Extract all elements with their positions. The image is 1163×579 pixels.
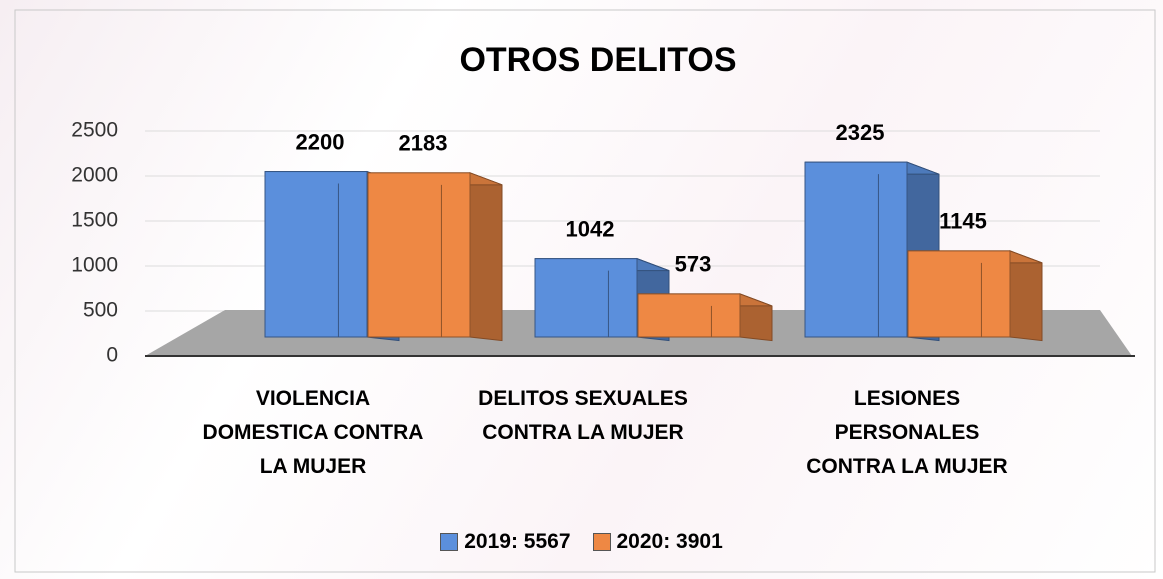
y-tick-label: 0 <box>106 344 118 367</box>
x-tick-label: VIOLENCIA DOMESTICA CONTRA LA MUJER <box>202 387 424 478</box>
bar-front <box>907 250 1011 338</box>
bar <box>637 293 773 342</box>
legend-item: 2020: 3901 <box>592 530 723 554</box>
bar-side <box>469 172 503 342</box>
bar-front <box>804 161 908 338</box>
bar <box>907 250 1043 342</box>
data-label: 1145 <box>939 209 987 234</box>
frame <box>14 9 1156 573</box>
legend: 2019: 5567 2020: 3901 <box>0 530 1163 554</box>
legend-swatch <box>592 533 611 551</box>
y-tick-label: 2500 <box>71 119 118 142</box>
data-label: 1042 <box>566 216 615 241</box>
bar-front <box>637 293 741 338</box>
bar-side <box>1009 250 1043 342</box>
data-label: 2325 <box>836 120 885 145</box>
bar <box>367 172 503 342</box>
legend-swatch <box>440 533 459 551</box>
y-tick-label: 1500 <box>71 209 118 232</box>
bar-front <box>264 171 368 338</box>
legend-item: 2019: 5567 <box>440 530 571 554</box>
chart-title: OTROS DELITOS <box>459 41 736 79</box>
legend-label: 2020: 3901 <box>616 530 723 553</box>
data-label: 2200 <box>296 129 345 154</box>
bar-front <box>367 172 471 338</box>
bar-front <box>534 258 638 338</box>
x-tick-label: LESIONES PERSONALES CONTRA LA MUJER <box>806 387 1008 478</box>
x-tick-label: DELITOS SEXUALES CONTRA LA MUJER <box>478 387 688 444</box>
legend-label: 2019: 5567 <box>464 530 571 553</box>
data-label: 573 <box>675 252 712 277</box>
y-tick-label: 2000 <box>71 164 118 187</box>
y-tick-label: 1000 <box>71 254 118 277</box>
data-label: 2183 <box>399 131 448 156</box>
y-tick-label: 500 <box>83 299 118 322</box>
